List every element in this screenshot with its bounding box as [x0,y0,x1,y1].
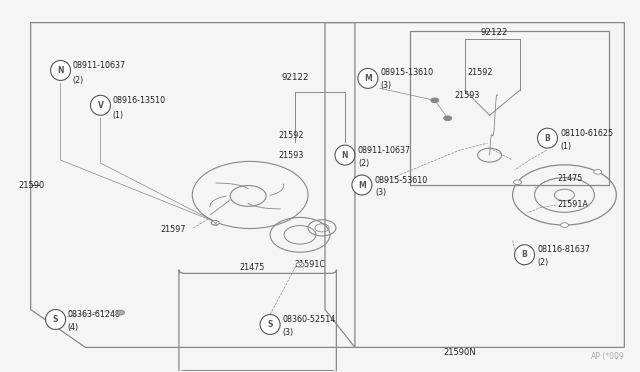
Text: 08363-61248: 08363-61248 [68,310,120,319]
Text: 08916-13510: 08916-13510 [113,96,166,105]
Ellipse shape [335,145,355,165]
Text: 21475: 21475 [557,173,583,183]
Text: 21593: 21593 [454,91,480,100]
Circle shape [211,221,220,225]
Text: (2): (2) [538,258,548,267]
Text: S: S [53,315,58,324]
Text: 21591A: 21591A [557,201,588,209]
Text: N: N [58,66,64,75]
Text: 08110-61625: 08110-61625 [561,129,614,138]
Text: (4): (4) [68,323,79,332]
Text: 08915-13610: 08915-13610 [381,68,434,77]
Circle shape [296,262,304,267]
Circle shape [594,170,602,174]
Text: 21597: 21597 [161,225,186,234]
Circle shape [561,223,568,227]
Text: 21592: 21592 [278,131,303,140]
Text: 08915-53610: 08915-53610 [375,176,428,185]
Circle shape [444,116,452,121]
Ellipse shape [260,314,280,334]
Text: 21475: 21475 [239,263,265,272]
Text: 08360-52514: 08360-52514 [282,315,335,324]
Text: N: N [342,151,348,160]
Text: S: S [268,320,273,329]
Text: B: B [545,134,550,143]
Text: V: V [97,101,104,110]
Circle shape [513,180,522,185]
Text: 21590N: 21590N [444,348,476,357]
Text: M: M [358,180,366,189]
Text: (3): (3) [375,189,386,198]
Ellipse shape [51,61,70,80]
Text: 21592: 21592 [468,68,493,77]
Text: (3): (3) [381,81,392,90]
Ellipse shape [352,175,372,195]
Text: B: B [522,250,527,259]
Text: 21593: 21593 [278,151,303,160]
Circle shape [431,98,439,103]
Text: 08911-10637: 08911-10637 [72,61,125,70]
Text: (2): (2) [72,76,84,85]
Ellipse shape [538,128,557,148]
Text: (1): (1) [561,142,572,151]
Text: M: M [364,74,372,83]
Text: (1): (1) [113,111,124,120]
Ellipse shape [358,68,378,89]
Text: 21590: 21590 [19,180,45,189]
Text: 08116-81637: 08116-81637 [538,245,591,254]
Text: 08911-10637: 08911-10637 [358,145,411,155]
Ellipse shape [45,310,65,330]
Text: 21591C: 21591C [294,260,326,269]
Ellipse shape [515,245,534,265]
Circle shape [116,310,124,315]
Text: AP·(*009: AP·(*009 [591,352,625,361]
Ellipse shape [90,95,111,115]
Text: 92122: 92122 [282,73,309,82]
Text: 92122: 92122 [481,28,508,37]
Text: (2): (2) [358,158,369,167]
Text: (3): (3) [282,328,293,337]
